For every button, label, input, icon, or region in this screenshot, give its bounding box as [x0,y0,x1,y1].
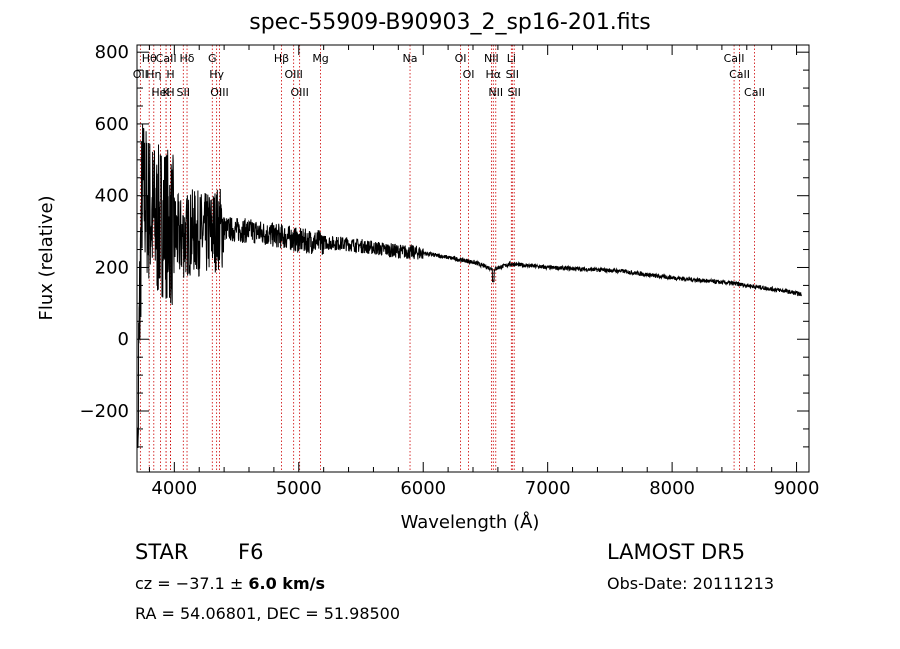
spectrum-series [137,123,802,449]
line-label-5: HeI [151,86,169,99]
line-label-21: Hα [486,68,502,81]
ra-dec: RA = 54.06801, DEC = 51.98500 [135,604,401,623]
y-tick-label-2: 200 [95,257,129,278]
line-label-6: K [163,86,171,99]
x-axis-label: Wavelength (Å) [401,511,540,533]
line-label-15: OIII [290,86,308,99]
line-label-10: G [208,52,217,65]
line-label-17: Na [403,52,418,65]
line-label-26: CaII [724,52,745,65]
line-label-7: H [166,86,174,99]
line-label-28: CaII [744,86,765,99]
cz-unit: km/s [276,574,325,593]
obs-date: Obs-Date: 20111213 [607,574,775,593]
line-label-13: Hβ [274,52,289,65]
y-axis-label: Flux (relative) [36,195,57,320]
line-label-1: Hθ [142,52,157,65]
object-class: STAR [135,540,189,564]
line-label-23: Li [507,52,516,65]
line-label-9: Hδ [180,52,195,65]
y-tick-label-4: 600 [95,114,129,135]
plot-frame [136,44,810,473]
line-label-12: OIII [210,86,228,99]
survey-name: LAMOST DR5 [607,540,746,564]
cz-error: 6.0 [248,574,277,593]
x-tick-label-5: 9000 [774,478,820,499]
y-tick-label-0: −200 [80,401,129,422]
y-tick-label-1: 0 [118,329,129,350]
line-label-11: Hγ [209,68,224,81]
line-label-25: SII [507,86,520,99]
x-tick-label-1: 5000 [276,478,322,499]
line-label-2: OII [133,68,148,81]
x-tick-label-2: 6000 [400,478,446,499]
chart-title: spec-55909-B90903_2_sp16-201.fits [249,10,651,35]
spectrum-line [137,123,802,449]
redshift-readout: cz = −37.1 ± 6.0 km/s [135,574,325,593]
line-label-4: Hη [146,68,161,81]
cz-label: cz = [135,574,176,593]
x-tick-label-0: 4000 [151,478,197,499]
line-label-27: CaII [729,68,750,81]
axis-ticks: 4000 5000 6000 7000 8000 9000 −200 0 200 400 600 80… [80,42,820,499]
line-label-3: H [166,68,174,81]
line-label-22: NII [488,86,503,99]
cz-pm: ± [224,574,249,593]
line-label-8: SII [177,86,190,99]
line-label-19: OI [463,68,475,81]
y-tick-label-3: 400 [95,186,129,207]
line-label-0: CaII [156,52,177,65]
line-label-24: SII [506,68,519,81]
object-subclass: F6 [238,540,264,564]
x-tick-label-4: 8000 [649,478,695,499]
cz-value: −37.1 [175,574,225,593]
line-label-20: NII [484,52,499,65]
line-label-14: OIII [284,68,302,81]
line-label-18: OI [455,52,467,65]
line-label-16: Mg [312,52,328,65]
x-tick-label-3: 7000 [525,478,571,499]
y-tick-label-5: 800 [95,42,129,63]
